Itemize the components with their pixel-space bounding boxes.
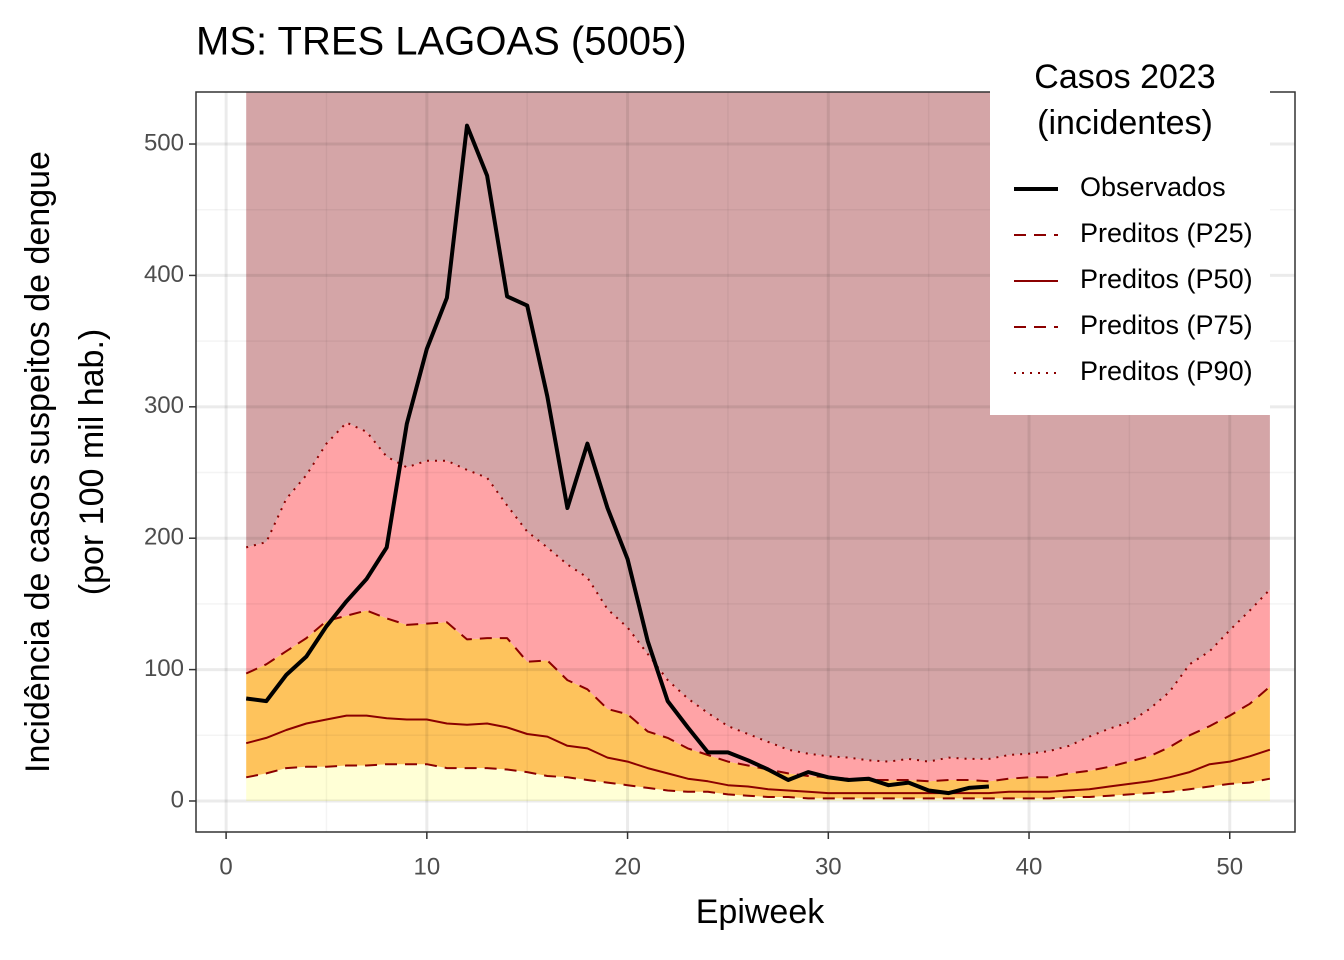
legend-title: (incidentes)	[1037, 104, 1213, 142]
x-tick-label: 0	[219, 853, 232, 880]
plot-border	[195, 91, 1296, 833]
series-line	[245, 123, 990, 796]
y-tick-label: 300	[144, 392, 184, 419]
legend-label: Observados	[1080, 172, 1226, 202]
x-tick-label: 10	[413, 853, 440, 880]
y-axis-title: (por 100 mil hab.)	[73, 329, 111, 595]
chart-title: MS: TRES LAGOAS (5005)	[196, 20, 687, 64]
x-tick-label: 30	[815, 853, 842, 880]
x-tick-label: 20	[614, 853, 641, 880]
legend-label: Preditos (P90)	[1080, 356, 1253, 386]
y-axis-title: Incidência de casos suspeitos de dengue	[19, 151, 57, 773]
y-tick-label: 100	[144, 655, 184, 682]
legend-label: Preditos (P50)	[1080, 264, 1253, 294]
series-line	[246, 763, 1271, 800]
band	[246, 422, 1270, 782]
series-line	[245, 714, 1271, 795]
band	[246, 610, 1270, 799]
legend-title: Casos 2023	[1034, 58, 1215, 96]
x-axis-title: Epiweek	[696, 893, 826, 931]
y-tick-label: 500	[144, 129, 184, 156]
y-tick-label: 400	[144, 261, 184, 288]
legend-label: Preditos (P75)	[1080, 310, 1253, 340]
y-tick-label: 0	[171, 786, 184, 813]
x-tick-label: 40	[1016, 853, 1043, 880]
x-tick-label: 50	[1216, 853, 1243, 880]
band	[246, 764, 1270, 801]
legend-label: Preditos (P25)	[1080, 218, 1253, 248]
legend-box	[990, 52, 1270, 415]
series-line	[245, 609, 1271, 783]
y-tick-label: 200	[144, 524, 184, 551]
